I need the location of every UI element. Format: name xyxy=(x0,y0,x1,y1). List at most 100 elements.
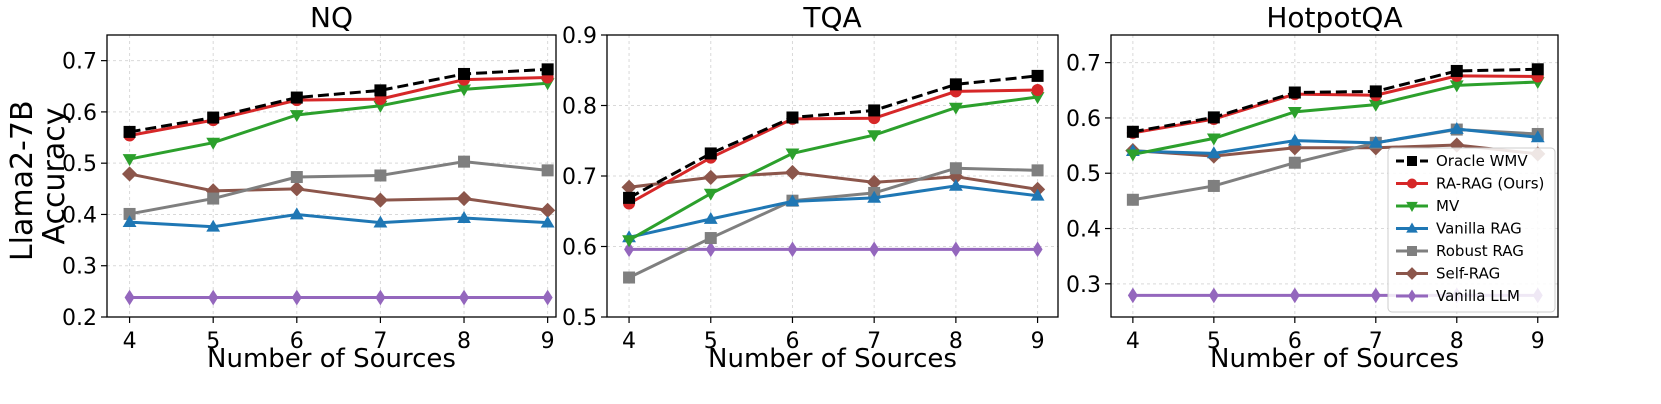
figure-y-label: Llama2-7B Accuracy xyxy=(5,91,72,261)
data-point xyxy=(1368,135,1383,148)
series-line xyxy=(129,160,548,216)
x-tick-label: 8 xyxy=(949,329,963,354)
y-tick-label: 0.7 xyxy=(562,165,597,190)
data-point xyxy=(373,215,388,228)
y-tick-label: 0.8 xyxy=(562,95,597,120)
data-point xyxy=(291,289,302,306)
legend-item-vanilla-rag: Vanilla RAG xyxy=(1396,220,1522,238)
data-point xyxy=(541,164,554,177)
data-point xyxy=(704,147,717,160)
data-point xyxy=(1288,86,1301,99)
series-line xyxy=(129,81,548,161)
data-point xyxy=(1207,111,1220,124)
data-point xyxy=(704,232,717,245)
data-point xyxy=(1450,64,1463,77)
data-point xyxy=(542,289,553,306)
series-mv xyxy=(122,78,555,167)
data-point xyxy=(1206,133,1221,146)
data-point xyxy=(1126,125,1139,138)
data-point xyxy=(1125,149,1140,162)
legend-item-robust-rag: Robust RAG xyxy=(1396,242,1524,260)
legend-marker xyxy=(1406,201,1418,212)
data-point xyxy=(456,190,472,207)
y-tick-label: 0.3 xyxy=(62,255,97,280)
data-point xyxy=(541,63,554,76)
x-tick-label: 5 xyxy=(1207,329,1221,354)
x-axis-label: Number of Sources xyxy=(207,344,456,374)
data-point xyxy=(949,162,962,175)
series-line xyxy=(628,184,1038,239)
data-point xyxy=(289,181,305,197)
data-point xyxy=(1032,241,1043,258)
y-tick-label: 0.9 xyxy=(562,24,597,49)
plot-frame xyxy=(106,34,557,318)
data-point xyxy=(1289,287,1300,304)
series-line xyxy=(129,172,548,212)
chart-title: NQ xyxy=(310,1,353,34)
data-point xyxy=(703,211,718,224)
x-tick-label: 6 xyxy=(785,329,799,354)
y-tick-label: 0.2 xyxy=(62,306,97,331)
x-tick-label: 5 xyxy=(704,329,718,354)
chart-title: HotpotQA xyxy=(1266,1,1402,34)
series-vanilla-llm xyxy=(124,289,553,306)
x-tick-label: 6 xyxy=(290,329,304,354)
y-tick-label: 0.6 xyxy=(62,101,97,126)
data-point xyxy=(948,102,963,115)
data-point xyxy=(1031,69,1044,82)
data-point xyxy=(948,178,963,191)
data-point xyxy=(208,289,219,306)
data-point xyxy=(290,91,303,104)
legend-label: Self-RAG xyxy=(1436,265,1500,283)
x-axis-label: Number of Sources xyxy=(708,344,957,374)
data-point xyxy=(372,192,388,208)
data-point xyxy=(1287,133,1302,146)
series-vanilla-llm xyxy=(624,241,1043,258)
data-point xyxy=(1287,106,1302,119)
series-line xyxy=(628,88,1038,205)
series-ra-rag-ours xyxy=(1126,69,1544,139)
x-tick-label: 4 xyxy=(123,329,137,354)
data-point xyxy=(1030,188,1045,201)
data-point xyxy=(622,235,636,248)
data-point xyxy=(206,137,221,150)
legend: Oracle WMV RA-RAG (Ours) MV Vanilla RAG Robu… xyxy=(1387,147,1556,313)
data-point xyxy=(1206,146,1221,159)
data-point xyxy=(868,104,881,117)
legend-marker xyxy=(1405,267,1419,280)
data-point xyxy=(1126,193,1139,206)
x-tick-label: 9 xyxy=(1031,329,1045,354)
chart-title: TQA xyxy=(802,1,861,34)
data-point xyxy=(623,191,636,204)
series-line xyxy=(129,67,548,134)
legend-marker xyxy=(1407,246,1417,256)
data-point xyxy=(1530,130,1545,143)
data-point xyxy=(867,190,882,203)
series-line xyxy=(129,76,548,137)
series-line xyxy=(1132,67,1538,134)
legend-item-self-rag: Self-RAG xyxy=(1396,265,1500,283)
legend-label: Oracle WMV xyxy=(1436,152,1528,170)
data-point xyxy=(207,111,220,124)
series-oracle-wmv xyxy=(623,69,1044,204)
data-point xyxy=(1207,179,1220,192)
data-point xyxy=(122,215,137,228)
chart-panel-tqa: 4 5 6 7 8 9 0.5 0.6 0.7 0.8 0.9 TQA Number of Source… xyxy=(562,1,1059,374)
data-point xyxy=(624,241,635,258)
data-point xyxy=(123,125,136,138)
figure-y-label-line2: Accuracy xyxy=(37,108,72,245)
legend-item-oracle-wmv: Oracle WMV xyxy=(1396,152,1528,170)
data-point xyxy=(207,192,220,205)
series-ra-rag-ours xyxy=(123,71,554,142)
x-axis-label: Number of Sources xyxy=(1210,344,1459,374)
x-tick-label: 9 xyxy=(541,329,555,354)
data-point xyxy=(458,155,471,168)
series-line xyxy=(1132,74,1538,135)
data-point xyxy=(787,241,798,258)
series-line xyxy=(628,170,1038,191)
series-self-rag xyxy=(121,166,556,218)
data-point xyxy=(786,111,799,124)
series-oracle-wmv xyxy=(123,63,554,138)
legend-item-ra-rag-ours: RA-RAG (Ours) xyxy=(1396,175,1544,193)
